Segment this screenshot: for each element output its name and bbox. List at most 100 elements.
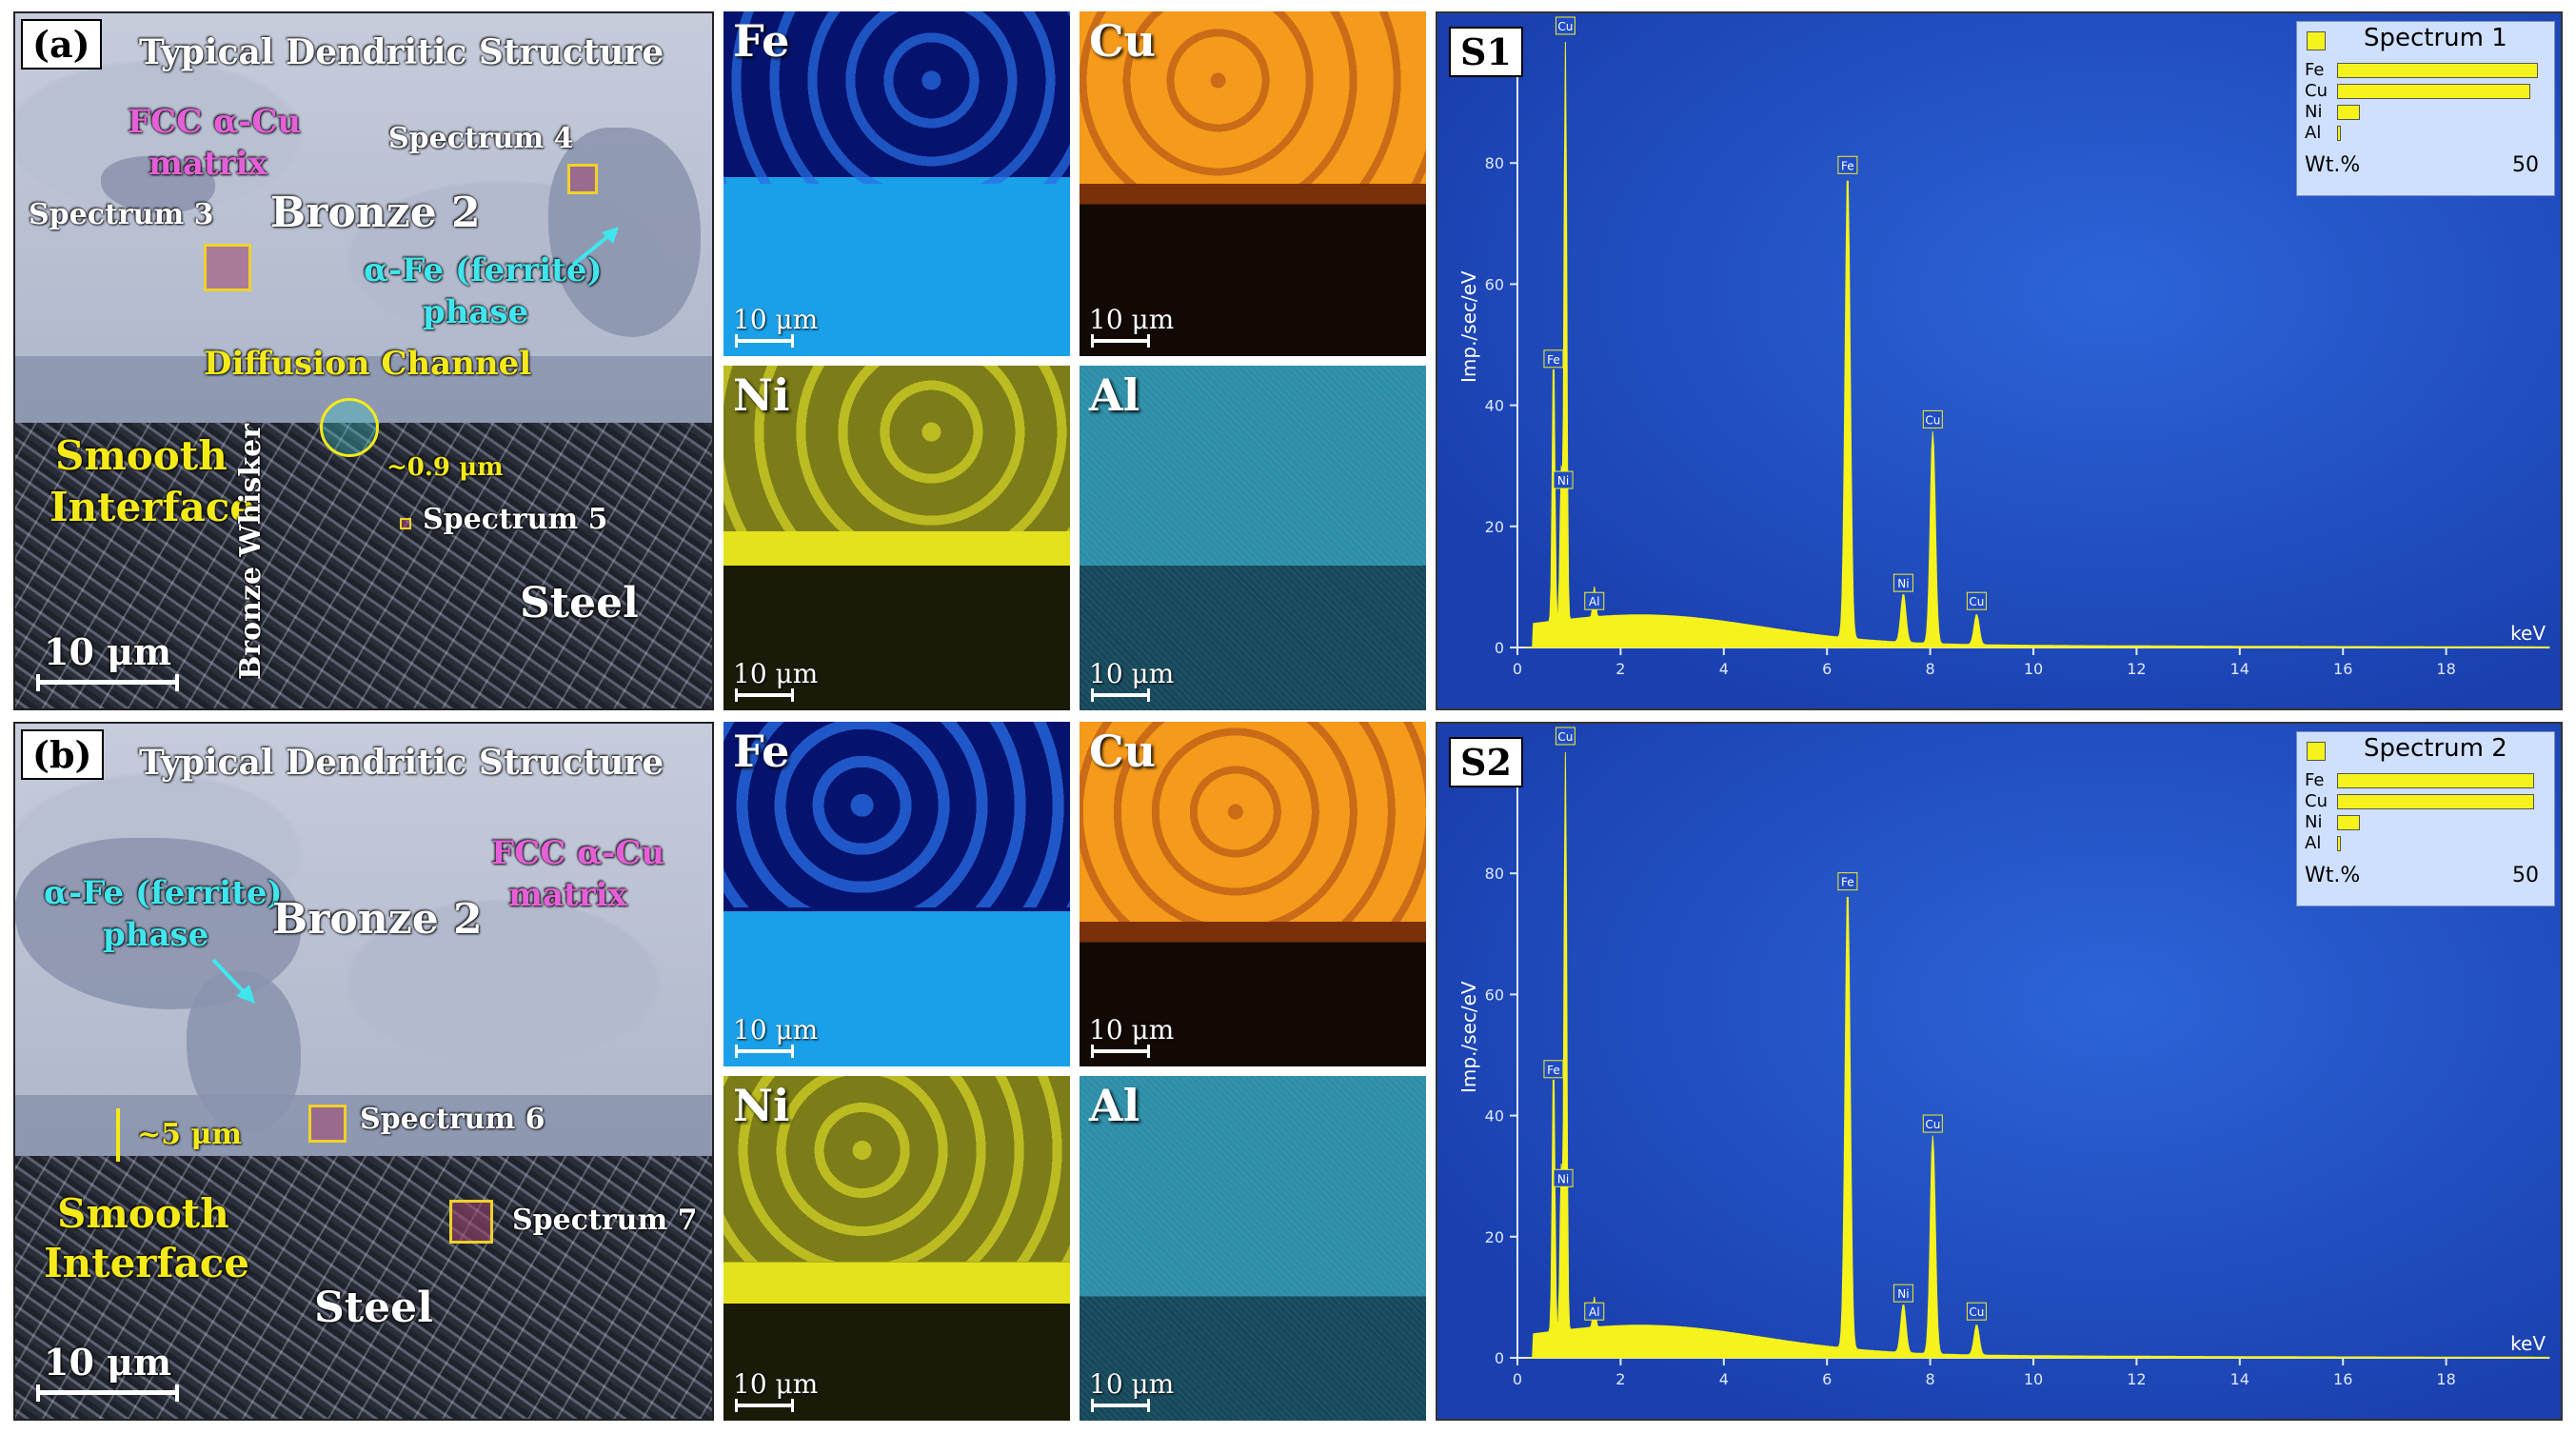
x-tick-label: 0 [1513,660,1522,678]
map-scale-bar [1091,1399,1150,1412]
x-tick-label: 10 [2024,660,2043,678]
steel-region-b [15,1156,712,1419]
x-tick-label: 18 [2436,660,2455,678]
diffusion-channel-circle [320,398,379,457]
x-tick-label: 14 [2230,1370,2249,1388]
map-al-b-noise [1080,1076,1426,1421]
map-scale-label: 10 μm [1089,304,1175,335]
legend-bar-fe [2337,773,2534,788]
spectrum-plot-s2: 0 20 40 60 80 0 2 4 6 8 10 12 14 16 18 Imp./sec/eV keV Cu… [1457,727,2551,1388]
legend-wt-max: 50 [2512,153,2539,177]
x-tick-label: 6 [1822,1370,1832,1388]
alpha-label-b1: α-Fe (ferrite) [44,874,283,912]
x-tick-label: 8 [1926,660,1935,678]
whisker-width-label: ~0.9 μm [386,453,504,482]
bronze-label-a: Bronze 2 [270,189,481,237]
peak-label-text: Cu [1925,413,1940,427]
peak-label: Ni [1553,470,1574,489]
map-label: Al [1089,1080,1140,1131]
peak-label: Fe [1837,872,1858,891]
spectrum-panel-s1: 0 20 40 60 80 0 2 4 6 8 10 12 14 16 18 Imp./sec/eV keV Cu… [1436,11,2563,710]
spectrum-4-label: Spectrum 4 [388,122,574,155]
map-label: Fe [733,15,790,67]
map-scale-label: 10 μm [733,658,819,689]
spectrum-5-box [400,518,411,529]
map-scale-label: 10 μm [733,304,819,335]
peak-label-box [1553,1168,1574,1187]
spectrum-5-label: Spectrum 5 [423,503,608,536]
peak-label: Cu [1966,1302,1987,1321]
scale-bar-b [36,1384,179,1402]
y-axis-label: Imp./sec/eV [1457,270,1480,383]
arrow-ferrite-b [211,958,255,1004]
fcc-label-a2: matrix [149,145,268,183]
x-tick-label: 10 [2024,1370,2043,1388]
peak-label-text: Cu [1925,1118,1940,1131]
peak-label-text: Fe [1841,159,1854,172]
arrow-ferrite-a [571,227,619,267]
peak-label: Ni [1553,1168,1574,1187]
map-ni-a-dendrites [723,366,1070,531]
map-ni-b-dendrites [723,1076,1070,1263]
peak-label: Al [1584,591,1605,610]
map-scale-label: 10 μm [1089,1368,1175,1400]
map-ni-a: Ni 10 μm [723,366,1070,710]
map-scale-bar [735,1045,794,1058]
peak-label-box [1555,727,1575,746]
map-al-b: Al 10 μm [1080,1076,1426,1421]
peak-label: Cu [1922,409,1943,428]
thickness-marker [116,1108,120,1162]
map-label: Fe [733,726,790,777]
spectrum-7-box [449,1200,493,1244]
sem-image-b: (b) Typical Dendritic Structure FCC α-Cu… [13,722,714,1421]
y-tick-label: 60 [1485,986,1504,1004]
map-scale-label: 10 μm [1089,1014,1175,1046]
peak-label-box [1892,573,1913,592]
title-b: Typical Dendritic Structure [139,743,664,783]
alpha-label-a1: α-Fe (ferrite) [364,251,603,289]
legend-title: Spectrum 2 [2364,734,2507,763]
spectrum-tag-s2: S2 [1449,737,1523,787]
map-scale-bar [735,1399,794,1412]
legend-el-ni: Ni [2305,102,2323,122]
fcc-label-a1: FCC α-Cu [128,103,302,141]
map-scale-bar [1091,334,1150,348]
peak-label-box [1553,470,1574,489]
smooth-label-b1: Smooth [57,1190,229,1237]
legend-el-cu: Cu [2305,791,2328,811]
y-tick-label: 80 [1485,154,1504,172]
ferrite-phase-a1 [101,156,215,213]
spectrum-area [1525,41,2551,648]
sem-image-a: (a) Typical Dendritic Structure FCC α-Cu… [13,11,714,710]
spectrum-tag-s1: S1 [1449,27,1523,77]
panel-a-tag: (a) [21,19,102,70]
peak-label-text: Cu [1969,595,1984,608]
peak-label-box [1837,155,1858,174]
spectrum-area [1525,751,2551,1359]
map-cu-a: Cu 10 μm [1080,11,1426,356]
map-scale-bar [1091,688,1150,702]
peak-label: Cu [1555,16,1575,35]
x-tick-label: 12 [2127,660,2146,678]
legend-wt-max: 50 [2512,864,2539,887]
steel-region-a [15,423,712,708]
peak-label-box [1966,591,1987,610]
map-fe-b-dendrites [723,722,1070,908]
legend-el-cu: Cu [2305,81,2328,101]
scale-bar-a [36,674,179,691]
spectrum-panel-s2: 0 20 40 60 80 0 2 4 6 8 10 12 14 16 18 Imp./sec/eV keV Cu… [1436,722,2563,1421]
bronze-whisker-label: Bronze Whisker [234,423,268,680]
map-fe-a-dendrites [723,11,1070,184]
x-axis-label: keV [2510,622,2546,645]
spectrum-3-box [204,244,251,291]
diffusion-channel-label: Diffusion Channel [204,345,532,383]
legend-s1: Spectrum 1 Fe Cu Ni Al Wt.% 50 [2296,21,2555,196]
peak-label-text: Cu [1557,730,1573,744]
peak-label-text: Cu [1969,1305,1984,1319]
legend-bar-al [2337,126,2342,141]
legend-el-al: Al [2305,833,2322,853]
map-al-a-noise [1080,366,1426,710]
x-tick-label: 18 [2436,1370,2455,1388]
panel-b-tag: (b) [21,729,104,780]
spectrum-plot-s1: 0 20 40 60 80 0 2 4 6 8 10 12 14 16 18 Imp./sec/eV keV Cu… [1457,16,2551,678]
